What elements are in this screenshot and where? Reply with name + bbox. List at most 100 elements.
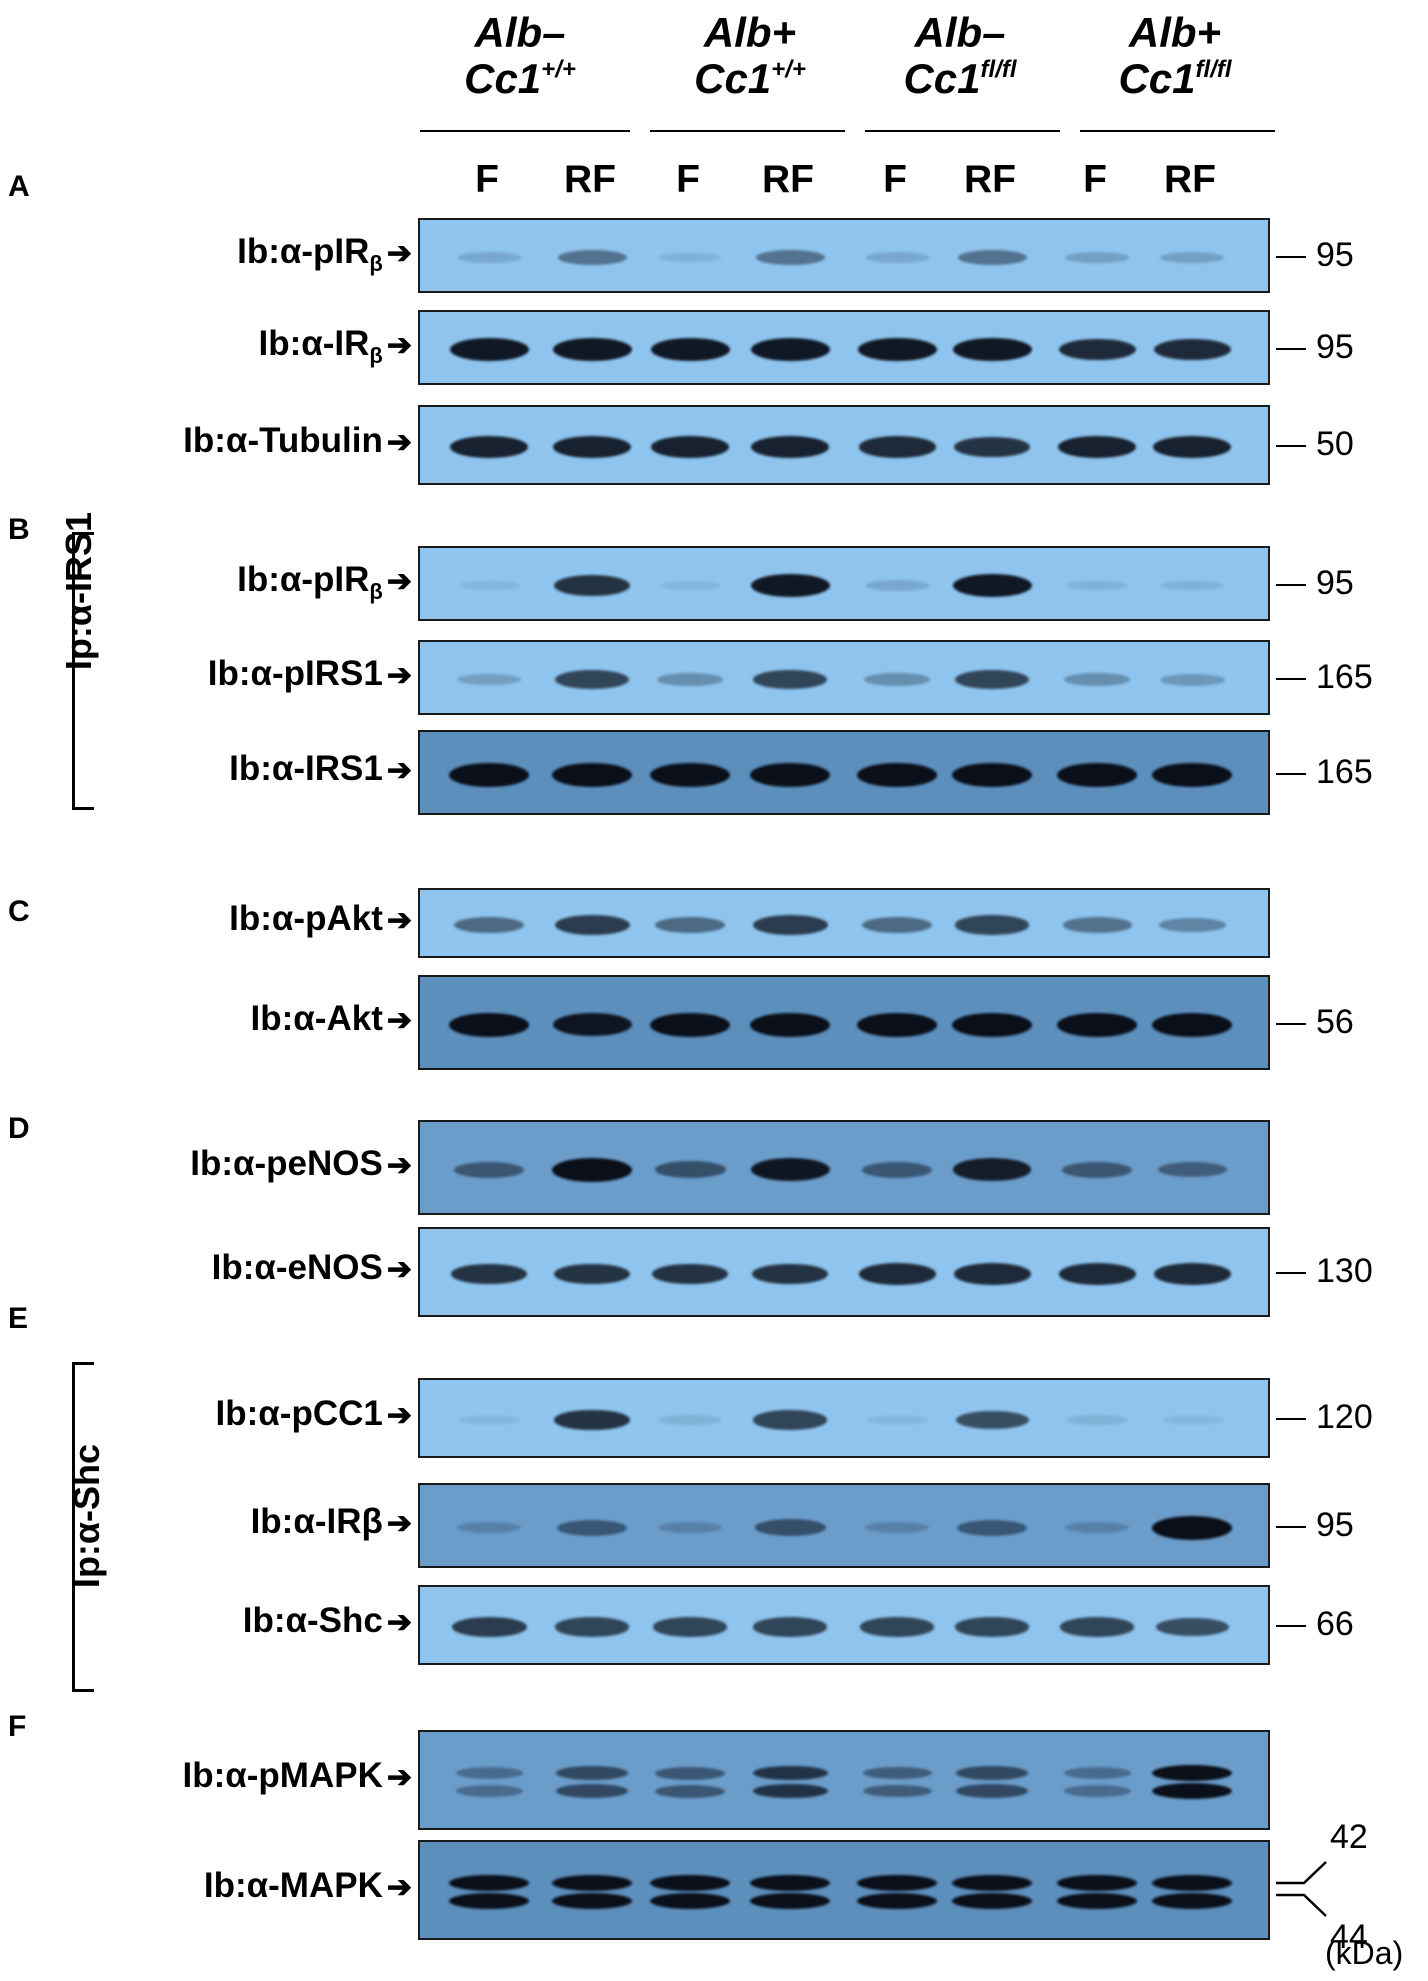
kda-marker: 66: [1276, 1605, 1354, 1644]
band: [657, 673, 723, 686]
band: [750, 1893, 830, 1909]
blot-label: Ib:α-IRβ ➔: [251, 1502, 412, 1542]
band: [956, 1784, 1028, 1798]
blot-label-text: Ib:α-Tubulin: [183, 421, 383, 460]
band: [1155, 1617, 1229, 1637]
blot-image: [418, 546, 1270, 621]
ip-label-b: Ip:α-IRS1: [58, 512, 120, 670]
band: [554, 575, 630, 596]
band: [1066, 1415, 1128, 1425]
ip-bracket-e-top: [72, 1362, 94, 1365]
band: [555, 1617, 629, 1637]
blot-image: [418, 1483, 1270, 1568]
band: [750, 573, 830, 598]
marker-tick: [1276, 772, 1306, 775]
arrow-right-icon: ➔: [386, 904, 412, 937]
band: [650, 1012, 730, 1037]
band: [552, 1157, 632, 1182]
band: [1160, 251, 1224, 264]
band: [1058, 338, 1136, 361]
blot-image: [418, 888, 1270, 958]
band: [455, 1766, 523, 1780]
band: [1060, 1617, 1134, 1637]
band: [1152, 1012, 1232, 1037]
arrow-right-icon: ➔: [386, 1761, 412, 1794]
band: [1152, 1783, 1232, 1799]
panel-letter-d: D: [8, 1112, 30, 1145]
lane-label-3: F: [676, 158, 700, 201]
band: [857, 762, 937, 787]
kda-unit: (kDa): [1325, 1935, 1404, 1971]
band: [1062, 1161, 1132, 1178]
band: [1063, 1784, 1131, 1798]
blot-image: [418, 1120, 1270, 1215]
blot-label: Ib:α-pIRβ ➔: [237, 560, 412, 605]
panel-letter-c: C: [8, 895, 30, 928]
band: [655, 1784, 725, 1798]
blot-image: [418, 1378, 1270, 1458]
group-header-line1: Alb–: [474, 9, 566, 56]
band: [857, 1893, 937, 1909]
band: [953, 1263, 1031, 1285]
band: [1157, 1161, 1227, 1178]
band: [449, 1875, 529, 1891]
lane-label-6: RF: [964, 158, 1016, 201]
band: [455, 1784, 523, 1798]
band: [653, 1617, 727, 1637]
marker-line: [1276, 1861, 1327, 1885]
band: [857, 1875, 937, 1891]
band: [659, 1415, 721, 1425]
band: [753, 669, 827, 690]
ip-label-e: Ip:α-Shc: [60, 1444, 120, 1590]
blot-image: [418, 310, 1270, 385]
band: [750, 337, 830, 362]
band: [754, 1519, 826, 1536]
blot-label-text: Ib:α-pIR: [237, 559, 370, 599]
kda-value: 130: [1316, 1252, 1373, 1290]
band: [552, 1893, 632, 1909]
band: [1152, 1515, 1232, 1540]
ip-bracket-b-bottom: [72, 807, 94, 810]
group-header-line2: Cc1: [1118, 55, 1196, 103]
kda-marker: 95: [1276, 1506, 1354, 1545]
group-header-line2: Cc1: [903, 55, 981, 103]
band: [554, 1409, 630, 1431]
band: [454, 917, 524, 933]
lane-label-2: RF: [564, 158, 616, 201]
blot-label: Ib:α-IRS1 ➔: [229, 749, 412, 789]
group-underline: [1080, 130, 1275, 132]
band: [650, 1875, 730, 1891]
band: [1064, 673, 1130, 686]
band: [752, 915, 828, 935]
kda-value-top: 42: [1330, 1818, 1368, 1856]
band: [650, 762, 730, 787]
band: [556, 1784, 628, 1798]
blot-image: [418, 405, 1270, 485]
blot-label: Ib:α-Tubulin ➔: [183, 421, 412, 461]
band: [555, 669, 629, 690]
marker-tick: [1276, 445, 1306, 448]
group-header-4: Alb+ Cc1fl/fl: [1075, 9, 1275, 103]
band: [1161, 580, 1223, 591]
band: [858, 1263, 936, 1285]
band: [755, 249, 825, 266]
panel-letter-f: F: [8, 1710, 27, 1743]
arrow-right-icon: ➔: [386, 236, 412, 270]
band: [652, 1263, 728, 1285]
marker-tick: [1276, 347, 1306, 350]
group-header-line1: Alb+: [1128, 9, 1222, 56]
blot-label: Ib:α-pCC1 ➔: [216, 1394, 412, 1434]
band: [952, 1012, 1032, 1037]
blot-image: [418, 218, 1270, 293]
band: [1152, 1875, 1232, 1891]
arrow-right-icon: ➔: [386, 1506, 412, 1540]
band: [1057, 1893, 1137, 1909]
arrow-right-icon: ➔: [386, 753, 412, 787]
band: [952, 1893, 1032, 1909]
band: [865, 580, 929, 591]
band: [952, 762, 1032, 787]
kda-value: 165: [1316, 657, 1373, 696]
band: [650, 1893, 730, 1909]
band: [862, 917, 932, 933]
band: [750, 1012, 830, 1037]
